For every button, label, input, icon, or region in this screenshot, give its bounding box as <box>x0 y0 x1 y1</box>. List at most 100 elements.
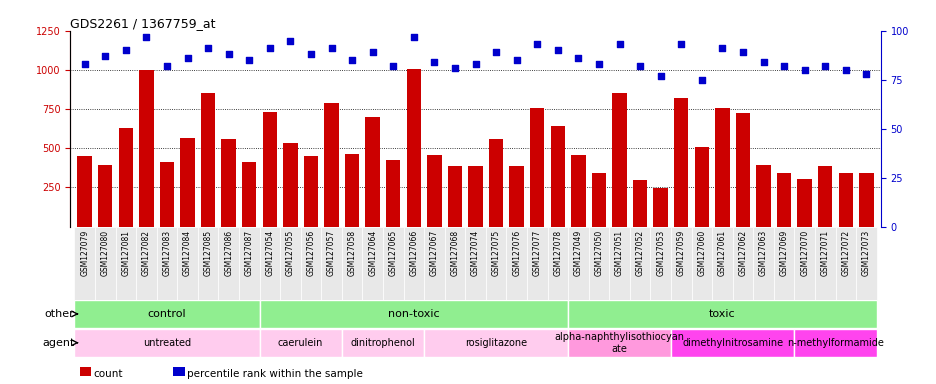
Bar <box>221 139 236 227</box>
Point <box>797 67 812 73</box>
Text: GSM127064: GSM127064 <box>368 230 377 276</box>
Bar <box>119 128 133 227</box>
Bar <box>530 108 544 227</box>
Point <box>262 45 277 51</box>
Bar <box>509 166 523 227</box>
Bar <box>856 227 876 300</box>
Text: percentile rank within the sample: percentile rank within the sample <box>187 369 363 379</box>
Bar <box>711 227 732 300</box>
Point <box>180 55 195 61</box>
Bar <box>755 166 770 227</box>
Text: GSM127053: GSM127053 <box>655 230 665 276</box>
Bar <box>547 227 567 300</box>
Text: GSM127071: GSM127071 <box>820 230 829 276</box>
Point <box>776 63 791 69</box>
Text: GSM127076: GSM127076 <box>512 230 520 276</box>
Point <box>159 63 174 69</box>
Text: GSM127078: GSM127078 <box>553 230 562 276</box>
Text: GSM127062: GSM127062 <box>738 230 747 276</box>
Bar <box>489 139 503 227</box>
Bar <box>177 227 197 300</box>
Bar <box>180 138 195 227</box>
Text: GSM127063: GSM127063 <box>758 230 768 276</box>
Point <box>303 51 318 57</box>
Bar <box>303 156 318 227</box>
Text: GSM127074: GSM127074 <box>471 230 479 276</box>
Bar <box>797 179 811 227</box>
Bar <box>550 126 564 227</box>
Text: GSM127061: GSM127061 <box>717 230 726 276</box>
Bar <box>670 329 794 356</box>
Bar <box>526 227 547 300</box>
Point <box>817 63 832 69</box>
Point <box>735 49 750 55</box>
Bar <box>403 227 424 300</box>
Bar <box>218 227 239 300</box>
Text: GSM127054: GSM127054 <box>265 230 274 276</box>
Bar <box>465 227 485 300</box>
Point <box>673 41 688 48</box>
Point <box>570 55 585 61</box>
Text: count: count <box>94 369 123 379</box>
Bar <box>485 227 505 300</box>
Bar <box>383 227 403 300</box>
Bar <box>280 227 300 300</box>
Text: caerulein: caerulein <box>278 338 323 348</box>
Bar <box>241 162 256 227</box>
Point <box>508 57 523 63</box>
Text: GSM127066: GSM127066 <box>409 230 417 276</box>
Bar <box>321 227 342 300</box>
Point <box>529 41 544 48</box>
Bar <box>259 227 280 300</box>
Text: GSM127087: GSM127087 <box>244 230 254 276</box>
Text: GSM127086: GSM127086 <box>224 230 233 276</box>
Point <box>386 63 401 69</box>
Text: GSM127077: GSM127077 <box>533 230 541 276</box>
Text: GDS2261 / 1367759_at: GDS2261 / 1367759_at <box>70 17 215 30</box>
Bar <box>200 93 215 227</box>
Point <box>858 71 873 77</box>
Text: toxic: toxic <box>709 309 735 319</box>
Bar <box>74 227 95 300</box>
Bar <box>262 112 277 227</box>
Bar <box>567 329 670 356</box>
Bar <box>691 227 711 300</box>
Bar <box>714 108 729 227</box>
Bar <box>362 227 383 300</box>
Bar <box>342 329 424 356</box>
Bar <box>650 227 670 300</box>
Bar <box>632 180 647 227</box>
Text: rosiglitazone: rosiglitazone <box>464 338 527 348</box>
Bar <box>670 227 691 300</box>
Bar <box>95 227 115 300</box>
Point <box>755 59 770 65</box>
Bar <box>611 93 626 227</box>
Text: GSM127059: GSM127059 <box>676 230 685 276</box>
Bar <box>98 166 112 227</box>
Bar <box>735 113 750 227</box>
Point <box>488 49 503 55</box>
Point <box>652 73 667 79</box>
Point <box>97 53 112 59</box>
Point <box>344 57 359 63</box>
Text: GSM127049: GSM127049 <box>573 230 582 276</box>
Bar <box>468 166 482 227</box>
Text: GSM127051: GSM127051 <box>614 230 623 276</box>
Point <box>77 61 92 67</box>
Bar <box>74 329 259 356</box>
Text: GSM127057: GSM127057 <box>327 230 336 276</box>
Bar <box>732 227 753 300</box>
Bar <box>652 188 667 227</box>
Bar <box>406 69 420 227</box>
Text: GSM127069: GSM127069 <box>779 230 788 276</box>
Text: GSM127079: GSM127079 <box>80 230 89 276</box>
Text: GSM127073: GSM127073 <box>861 230 870 276</box>
Bar <box>445 227 465 300</box>
Bar <box>814 227 835 300</box>
Text: GSM127060: GSM127060 <box>696 230 706 276</box>
Bar <box>694 147 709 227</box>
Point <box>241 57 256 63</box>
Bar <box>567 300 876 328</box>
Text: GSM127058: GSM127058 <box>347 230 357 276</box>
Bar <box>567 227 588 300</box>
